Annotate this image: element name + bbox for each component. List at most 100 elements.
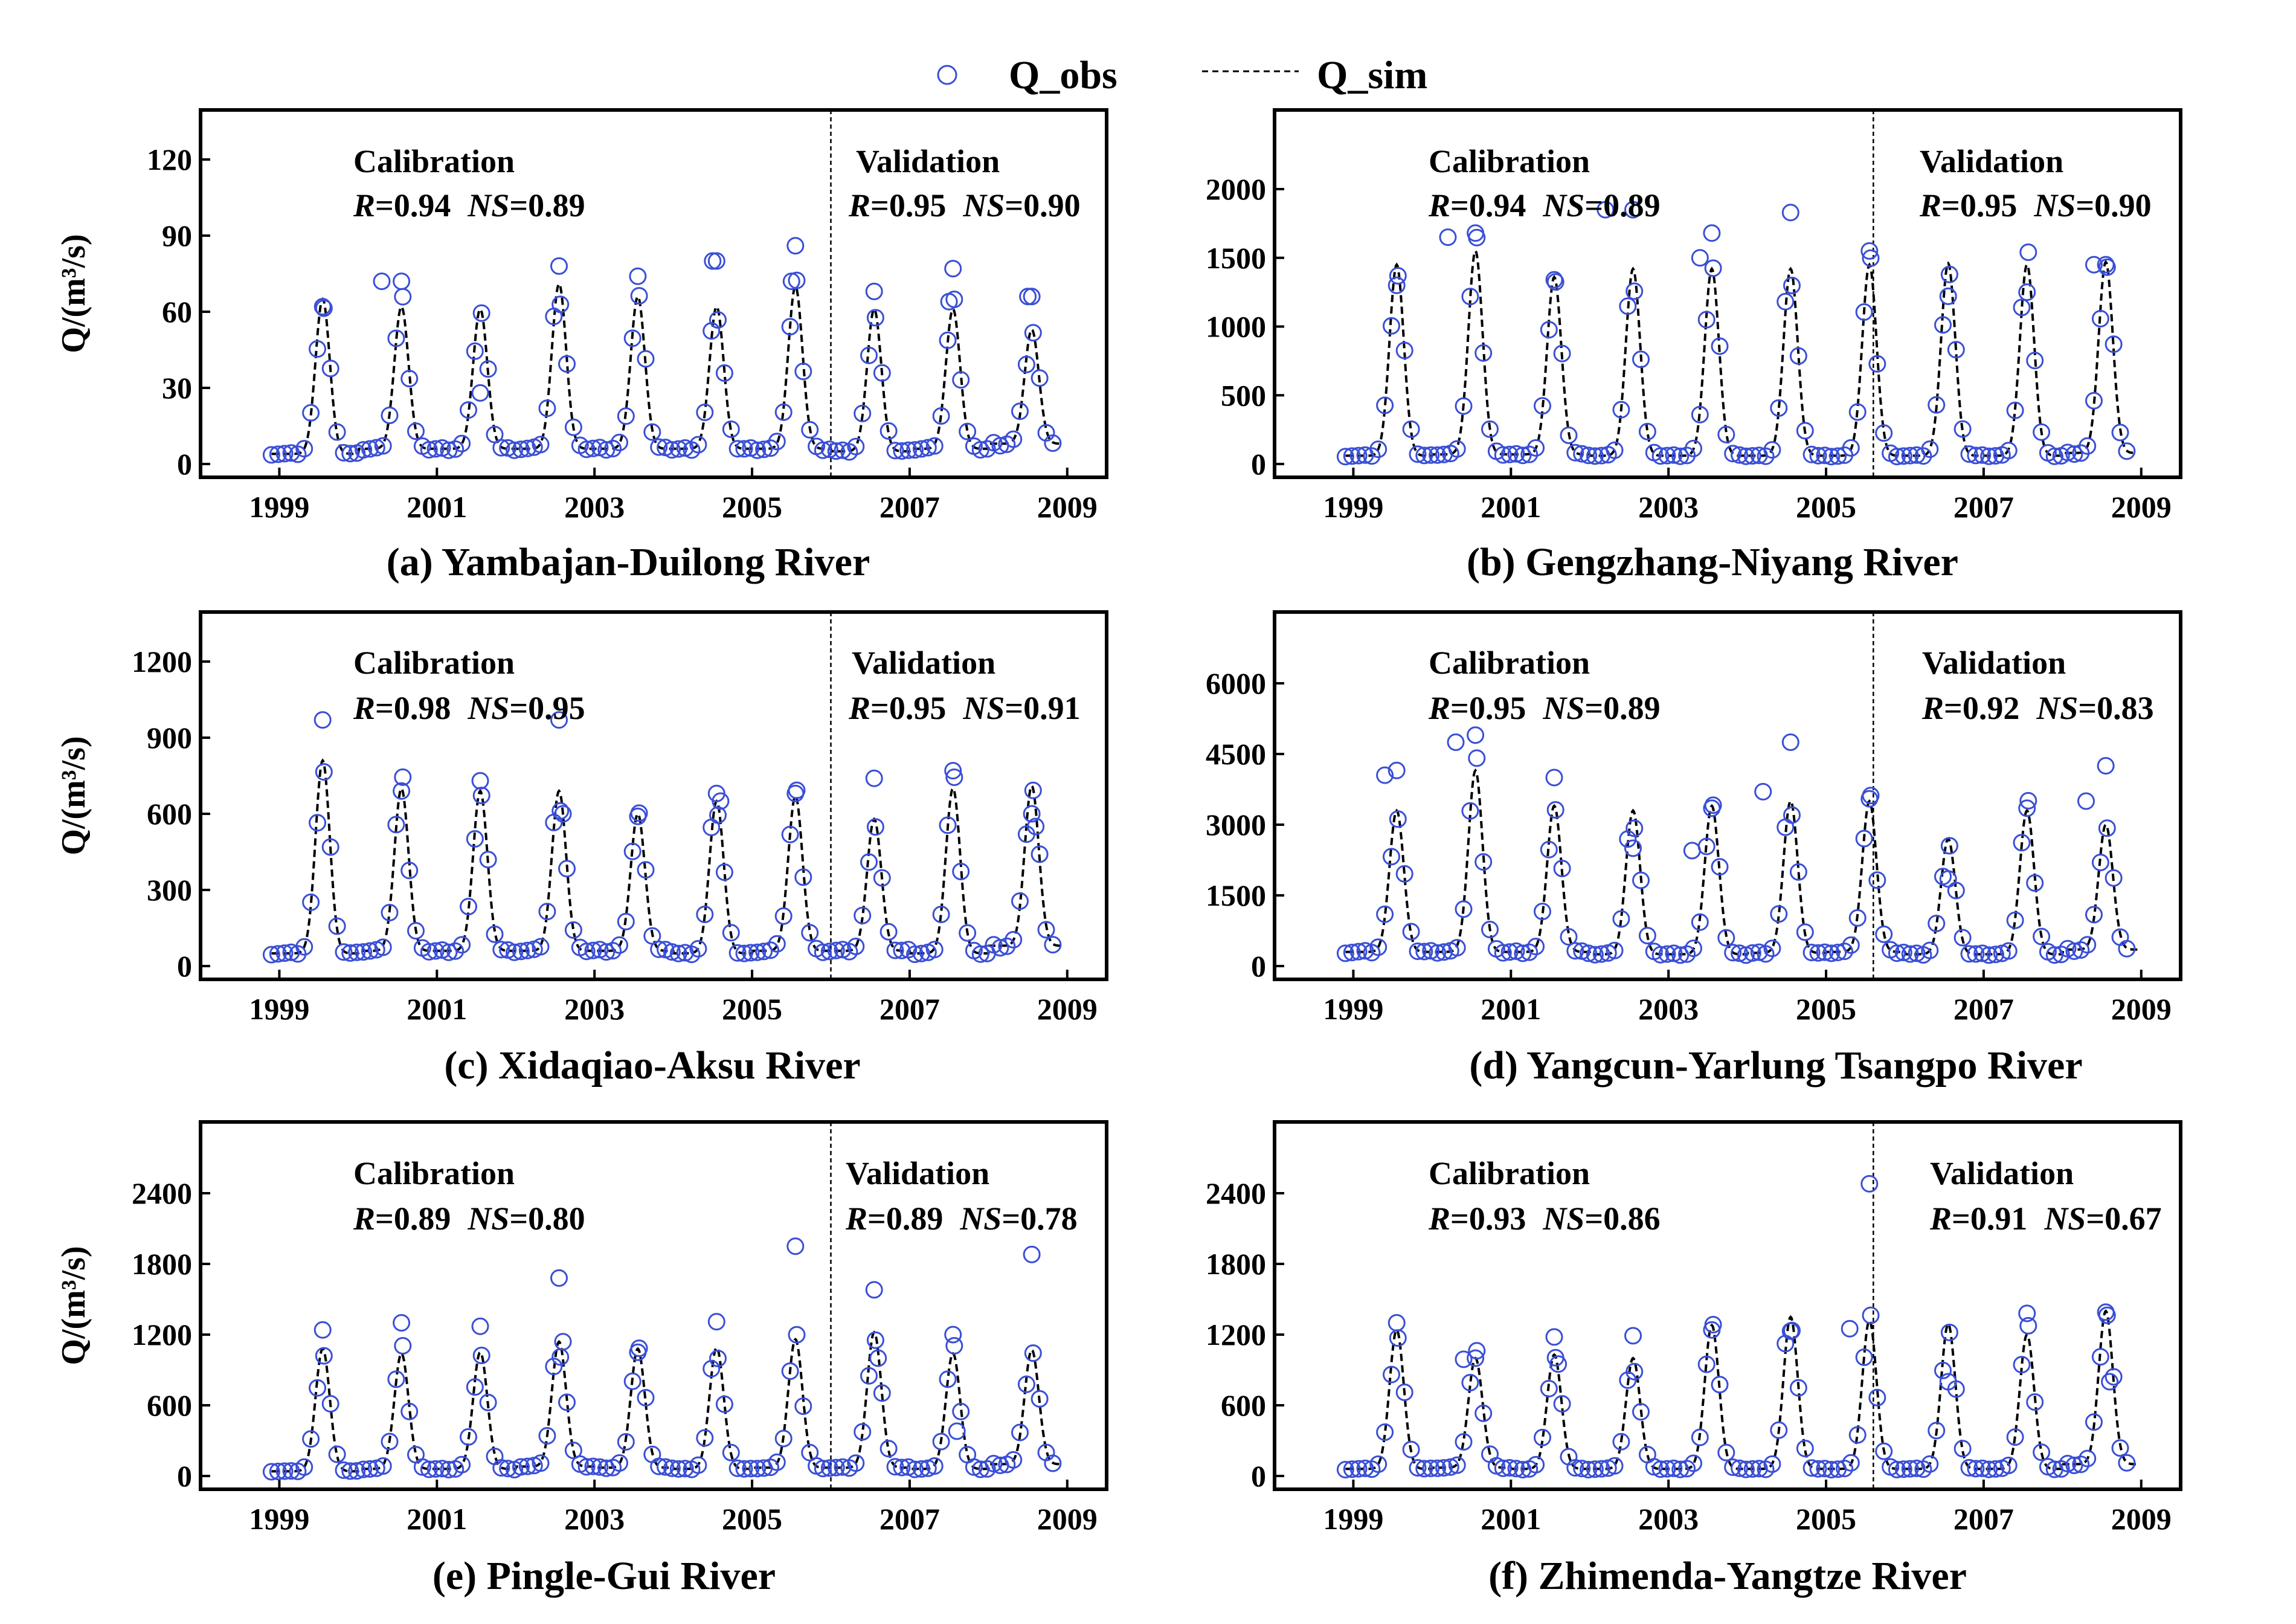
observed-point	[1816, 446, 1834, 465]
observed-point	[1580, 1461, 1598, 1478]
observed-point	[939, 816, 957, 834]
validation-stats: R=0.95 NS=0.90	[848, 187, 1081, 224]
observed-point	[1474, 344, 1493, 362]
simulated-series-line	[271, 1330, 1064, 1473]
observed-point	[1415, 446, 1433, 465]
observed-point	[1829, 944, 1847, 961]
observed-point	[604, 942, 622, 960]
observed-point	[479, 851, 497, 869]
observed-point	[1928, 1422, 1946, 1440]
observed-point	[1638, 422, 1656, 440]
observed-point	[289, 445, 307, 463]
observed-point	[663, 441, 681, 459]
y-tick-label: 900	[147, 721, 192, 755]
observed-point	[1612, 401, 1630, 419]
observed-point	[932, 1432, 950, 1451]
observed-point	[1836, 942, 1853, 961]
observed-point	[1928, 915, 1946, 932]
observed-point	[1586, 447, 1604, 465]
observed-point	[1999, 442, 2018, 460]
observed-point	[2045, 447, 2063, 465]
observed-point	[269, 445, 287, 463]
observed-point	[1967, 1460, 1985, 1478]
observed-point	[2111, 1439, 2129, 1457]
observed-point	[275, 944, 294, 962]
observed-series-markers	[262, 711, 1062, 964]
observed-point	[1580, 944, 1598, 962]
observed-point	[393, 782, 411, 800]
y-tick-label: 0	[1251, 1459, 1266, 1493]
x-tick-label: 1999	[1323, 1502, 1383, 1536]
observed-point	[1573, 445, 1591, 463]
observed-point	[282, 1462, 300, 1480]
observed-point	[1802, 445, 1821, 463]
observed-point	[1044, 936, 1062, 954]
observed-point	[715, 1395, 733, 1413]
validation-label: Validation	[846, 1155, 989, 1191]
observed-point	[707, 1313, 725, 1331]
y-tick-label: 30	[162, 371, 192, 405]
observed-point	[341, 1462, 359, 1480]
observed-point	[532, 938, 550, 956]
observed-point	[1435, 1459, 1453, 1477]
validation-label: Validation	[852, 645, 995, 681]
observed-point	[1928, 396, 1946, 414]
calibration-ns-value: 0.89	[528, 187, 585, 224]
observed-point	[591, 1458, 609, 1476]
observed-point	[314, 1321, 332, 1339]
observed-point	[886, 941, 904, 959]
observed-point	[2085, 906, 2103, 924]
observed-point	[617, 1433, 635, 1451]
observed-point	[1031, 369, 1049, 387]
observed-point	[1435, 943, 1453, 961]
observed-point	[314, 711, 332, 729]
observed-point	[420, 1460, 438, 1478]
observed-point	[1448, 1456, 1466, 1474]
x-tick-label: 2007	[879, 490, 940, 524]
observed-point	[1024, 1344, 1042, 1362]
observed-point	[611, 936, 628, 954]
observed-point	[472, 787, 490, 805]
observed-point	[1388, 276, 1406, 294]
y-tick-label: 500	[1221, 378, 1266, 412]
observed-point	[420, 441, 438, 459]
observed-point	[1691, 249, 1709, 267]
observed-point	[309, 340, 326, 358]
observed-point	[2097, 757, 2115, 775]
observed-point	[768, 1453, 786, 1471]
x-tick-label: 2007	[879, 992, 940, 1026]
observed-series-markers	[1336, 726, 2136, 964]
observed-point	[1855, 830, 1873, 848]
observed-point	[1606, 941, 1624, 959]
observed-point	[820, 440, 838, 459]
x-tick-label: 2003	[564, 1502, 625, 1536]
observed-point	[1586, 1460, 1604, 1478]
x-tick-label: 2007	[879, 1502, 940, 1536]
observed-point	[1691, 405, 1709, 424]
observed-point	[387, 329, 405, 347]
observed-point	[722, 1443, 740, 1461]
observed-point	[1606, 1457, 1624, 1475]
observed-point	[394, 768, 412, 786]
observed-point	[794, 1397, 812, 1415]
observed-point	[1888, 944, 1906, 962]
observed-point	[1789, 863, 1807, 881]
observed-point	[1494, 446, 1512, 464]
y-tick-label: 600	[147, 797, 192, 831]
observed-point	[1383, 848, 1400, 866]
observed-point	[2091, 1348, 2109, 1366]
observed-point	[1685, 939, 1702, 958]
observed-point	[262, 446, 280, 464]
observed-point	[1868, 355, 1886, 373]
observed-point	[617, 912, 635, 930]
y-axis: 0 600 1200 1800 2400	[1206, 1176, 1284, 1493]
observed-point	[1894, 447, 1912, 465]
observed-point	[1612, 1432, 1630, 1451]
observed-point	[786, 784, 805, 802]
y-tick-label: 600	[147, 1388, 192, 1422]
observed-series-markers	[262, 1237, 1062, 1481]
observed-point	[1017, 1375, 1035, 1393]
observed-point	[1422, 446, 1440, 464]
observed-point	[1980, 946, 1998, 964]
